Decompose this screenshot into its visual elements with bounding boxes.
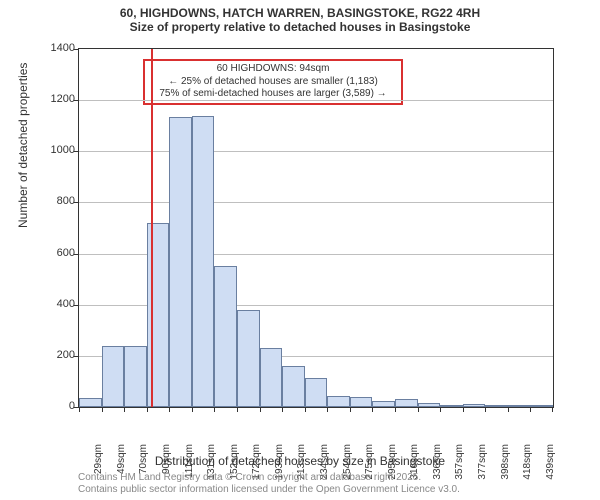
x-tick-mark xyxy=(327,407,328,412)
y-axis-label: Number of detached properties xyxy=(16,63,30,228)
y-tick-label: 600 xyxy=(37,247,75,259)
x-tick-mark xyxy=(395,407,396,412)
histogram-bar xyxy=(260,348,283,407)
histogram-bar xyxy=(372,401,395,407)
title-block: 60, HIGHDOWNS, HATCH WARREN, BASINGSTOKE… xyxy=(0,0,600,34)
x-tick-mark xyxy=(260,407,261,412)
footer-line-1: Contains HM Land Registry data © Crown c… xyxy=(78,472,460,484)
histogram-bar xyxy=(418,403,441,407)
x-tick-mark xyxy=(237,407,238,412)
histogram-bar xyxy=(530,405,553,407)
y-tick-label: 1400 xyxy=(37,42,75,54)
title-line-1: 60, HIGHDOWNS, HATCH WARREN, BASINGSTOKE… xyxy=(0,6,600,20)
y-tick-mark xyxy=(74,305,79,306)
histogram-bar xyxy=(395,399,418,407)
y-tick-label: 800 xyxy=(37,195,75,207)
x-tick-mark xyxy=(102,407,103,412)
marker-line xyxy=(151,49,153,407)
x-tick-mark xyxy=(282,407,283,412)
x-tick-mark xyxy=(79,407,80,412)
histogram-bar xyxy=(214,266,237,407)
y-tick-mark xyxy=(74,356,79,357)
title-line-2: Size of property relative to detached ho… xyxy=(0,20,600,34)
x-tick-mark xyxy=(552,407,553,412)
x-tick-mark xyxy=(214,407,215,412)
y-tick-label: 1200 xyxy=(37,93,75,105)
annotation-line-2: ← 25% of detached houses are smaller (1,… xyxy=(151,76,395,89)
y-tick-mark xyxy=(74,202,79,203)
histogram-bar xyxy=(79,398,102,407)
y-tick-label: 1000 xyxy=(37,144,75,156)
x-tick-mark xyxy=(418,407,419,412)
histogram-bar xyxy=(237,310,260,407)
annotation-line-3: 75% of semi-detached houses are larger (… xyxy=(151,88,395,101)
x-tick-mark xyxy=(192,407,193,412)
x-tick-mark xyxy=(169,407,170,412)
histogram-bar xyxy=(485,405,508,407)
y-tick-mark xyxy=(74,49,79,50)
y-tick-label: 200 xyxy=(37,349,75,361)
histogram-bar xyxy=(327,396,350,408)
annotation-box: 60 HIGHDOWNS: 94sqm ← 25% of detached ho… xyxy=(143,59,403,105)
x-axis-label: Distribution of detached houses by size … xyxy=(0,454,600,468)
histogram-bar xyxy=(102,346,125,407)
histogram-bar xyxy=(282,366,305,407)
x-tick-mark xyxy=(463,407,464,412)
x-tick-mark xyxy=(508,407,509,412)
footer-line-2: Contains public sector information licen… xyxy=(78,484,460,496)
y-tick-mark xyxy=(74,100,79,101)
y-tick-mark xyxy=(74,254,79,255)
x-tick-mark xyxy=(440,407,441,412)
histogram-bar xyxy=(440,405,463,407)
histogram-bar xyxy=(124,346,147,407)
x-tick-mark xyxy=(350,407,351,412)
y-tick-mark xyxy=(74,151,79,152)
chart-container: 60, HIGHDOWNS, HATCH WARREN, BASINGSTOKE… xyxy=(0,0,600,500)
x-tick-mark xyxy=(530,407,531,412)
gridline xyxy=(79,100,553,101)
gridline xyxy=(79,202,553,203)
x-tick-mark xyxy=(485,407,486,412)
x-tick-mark xyxy=(372,407,373,412)
y-tick-label: 400 xyxy=(37,298,75,310)
footer-block: Contains HM Land Registry data © Crown c… xyxy=(78,472,460,496)
gridline xyxy=(79,151,553,152)
x-tick-mark xyxy=(124,407,125,412)
x-tick-mark xyxy=(147,407,148,412)
plot-area: 60 HIGHDOWNS: 94sqm ← 25% of detached ho… xyxy=(78,48,554,408)
histogram-bar xyxy=(350,397,373,407)
histogram-bar xyxy=(169,117,192,407)
annotation-line-1: 60 HIGHDOWNS: 94sqm xyxy=(151,63,395,76)
histogram-bar xyxy=(463,404,486,407)
y-tick-label: 0 xyxy=(37,400,75,412)
histogram-bar xyxy=(192,116,215,408)
histogram-bar xyxy=(305,378,328,407)
histogram-bar xyxy=(147,223,170,407)
x-tick-mark xyxy=(305,407,306,412)
histogram-bar xyxy=(508,405,531,407)
